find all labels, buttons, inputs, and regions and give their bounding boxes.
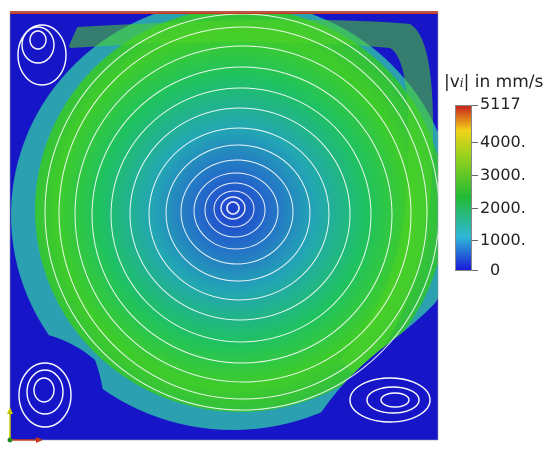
colorbar-tick	[472, 142, 478, 143]
domain-border	[9, 11, 439, 441]
colorbar-tick	[472, 175, 478, 176]
colorbar-title: |vi| in mm/s	[444, 72, 544, 92]
colorbar-label-3000: 3000.	[480, 165, 526, 184]
colorbar-label-4000: 4000.	[480, 132, 526, 151]
colorbar-tick	[472, 208, 478, 209]
colorbar-tick	[472, 270, 478, 271]
colorbar	[455, 105, 472, 271]
axes-triad-icon	[7, 407, 43, 443]
corner-bottom-left	[10, 330, 104, 440]
colorbar-tick	[472, 105, 478, 106]
colorbar-label-min: 0	[490, 260, 501, 279]
moving-lid	[10, 11, 438, 14]
colorbar-label-2000: 2000.	[480, 198, 526, 217]
corner-top-left	[10, 12, 85, 100]
colorbar-label-1000: 1000.	[480, 230, 526, 249]
colorbar-tick	[472, 240, 478, 241]
corner-eddies	[17, 24, 431, 428]
colorbar-label-max: 5117	[480, 94, 521, 113]
